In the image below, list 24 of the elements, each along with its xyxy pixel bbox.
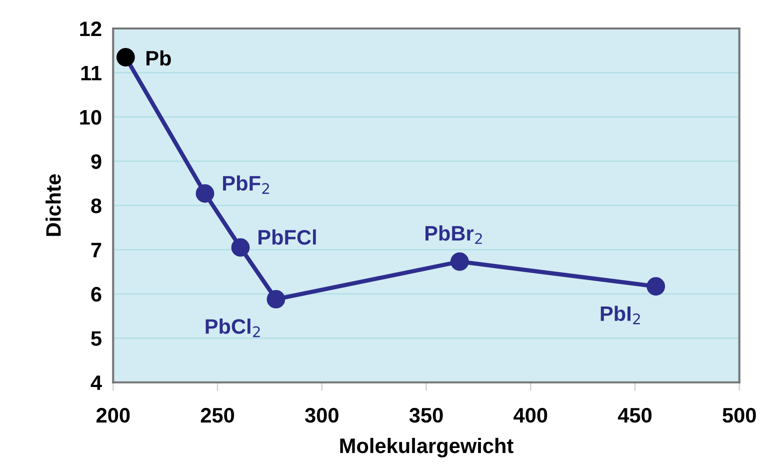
y-tick-label: 10 [80,110,102,125]
x-tick-label: 450 [618,408,652,423]
x-tick-label: 250 [200,408,234,423]
x-axis-title: Molekulargewicht [340,438,514,458]
x-tick-label: 200 [96,408,130,423]
y-tick-label: 12 [80,22,102,36]
y-tick-label: 11 [81,66,102,80]
y-tick-label: 4 [90,376,102,390]
annotation: Pb [146,50,171,66]
y-tick-label: 6 [91,286,102,302]
annotation: PbF$_{2}$ [223,175,270,194]
y-tick-label: 9 [91,154,102,169]
annotation: PbCl$_{2}$ [206,318,260,338]
annotation: PbBr$_{2}$ [425,225,482,244]
annotation: PbI$_{2}$ [600,306,640,324]
y-axis-title: Dichte [46,174,61,236]
annotation: PbFCl [258,229,316,245]
x-tick-label: 300 [304,408,338,423]
y-tick-label: 8 [91,198,102,214]
x-tick-label: 500 [722,408,756,423]
x-tick-label: 350 [409,408,443,423]
x-tick-label: 400 [514,408,548,423]
y-tick-label: 5 [91,331,102,346]
y-tick-label: 7 [91,242,102,258]
